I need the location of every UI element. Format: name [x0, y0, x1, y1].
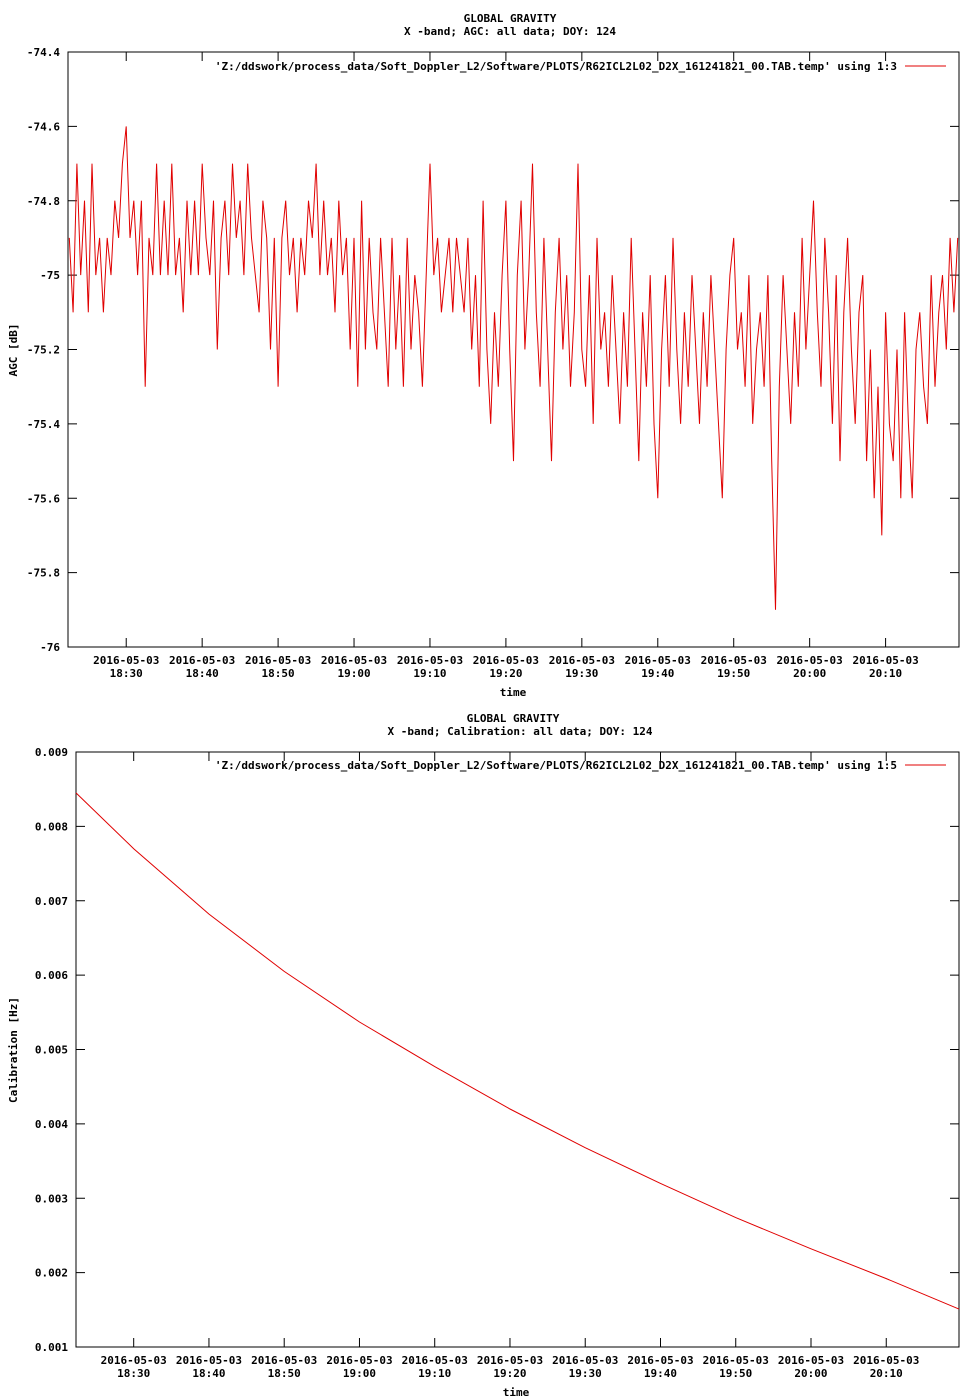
agc-x-tick-time: 18:40 — [186, 667, 219, 680]
agc-y-tick-label: -74.4 — [27, 46, 60, 59]
calibration-y-tick-label: 0.006 — [35, 969, 68, 982]
agc-x-tick-date: 2016-05-03 — [169, 654, 235, 667]
agc-y-tick-label: -75.8 — [27, 567, 60, 580]
calibration-y-tick-label: 0.007 — [35, 895, 68, 908]
calibration-x-tick-date: 2016-05-03 — [176, 1354, 242, 1367]
calibration-y-tick-label: 0.001 — [35, 1341, 68, 1354]
calibration-y-tick-label: 0.008 — [35, 820, 68, 833]
agc-x-tick-time: 19:30 — [565, 667, 598, 680]
calibration-y-tick-label: 0.004 — [35, 1118, 68, 1131]
agc-x-tick-time: 19:50 — [717, 667, 750, 680]
calibration-x-tick-date: 2016-05-03 — [477, 1354, 543, 1367]
calibration-x-tick-time: 18:40 — [192, 1367, 225, 1380]
calibration-plot-frame — [75, 751, 960, 1348]
agc-x-tick-date: 2016-05-03 — [549, 654, 615, 667]
agc-x-tick-time: 19:00 — [337, 667, 370, 680]
agc-chart-title: GLOBAL GRAVITY — [464, 12, 557, 25]
calibration-x-tick-date: 2016-05-03 — [101, 1354, 167, 1367]
agc-x-tick-date: 2016-05-03 — [852, 654, 918, 667]
calibration-x-tick-time: 19:20 — [493, 1367, 526, 1380]
agc-x-tick-time: 19:10 — [413, 667, 446, 680]
agc-y-tick-label: -75 — [40, 269, 60, 282]
agc-x-ticks: 2016-05-0318:302016-05-0318:402016-05-03… — [93, 52, 919, 680]
calibration-x-axis-label: time — [503, 1386, 530, 1399]
calibration-x-tick-time: 20:10 — [870, 1367, 903, 1380]
agc-y-tick-label: -75.4 — [27, 418, 60, 431]
calibration-x-tick-date: 2016-05-03 — [326, 1354, 392, 1367]
calibration-x-tick-time: 20:00 — [794, 1367, 827, 1380]
calibration-x-tick-time: 18:50 — [268, 1367, 301, 1380]
agc-y-axis-label: AGC [dB] — [7, 324, 20, 377]
agc-y-tick-label: -75.2 — [27, 344, 60, 357]
agc-x-tick-time: 19:40 — [641, 667, 674, 680]
calibration-x-ticks: 2016-05-0318:302016-05-0318:402016-05-03… — [101, 752, 919, 1380]
agc-x-tick-date: 2016-05-03 — [245, 654, 311, 667]
agc-x-tick-date: 2016-05-03 — [625, 654, 691, 667]
calibration-chart: GLOBAL GRAVITY X -band; Calibration: all… — [7, 712, 960, 1399]
agc-x-tick-time: 18:30 — [110, 667, 143, 680]
agc-chart-subtitle: X -band; AGC: all data; DOY: 124 — [404, 25, 616, 38]
agc-y-tick-label: -75.6 — [27, 492, 60, 505]
agc-series-line — [68, 126, 959, 610]
calibration-chart-title: GLOBAL GRAVITY — [467, 712, 560, 725]
agc-x-tick-time: 20:00 — [793, 667, 826, 680]
calibration-y-ticks: 0.009 0.008 0.007 0.006 0.005 0.004 0.003 0.002… — [35, 746, 959, 1354]
agc-plot-frame — [67, 51, 960, 648]
calibration-series-group — [75, 792, 960, 1310]
calibration-x-tick-date: 2016-05-03 — [703, 1354, 769, 1367]
calibration-series-line — [75, 792, 960, 1310]
agc-y-tick-label: -74.6 — [27, 120, 60, 133]
calibration-chart-subtitle: X -band; Calibration: all data; DOY: 124 — [388, 725, 653, 738]
calibration-x-tick-date: 2016-05-03 — [552, 1354, 618, 1367]
agc-x-tick-time: 19:20 — [489, 667, 522, 680]
agc-x-tick-date: 2016-05-03 — [321, 654, 387, 667]
calibration-x-tick-time: 19:00 — [343, 1367, 376, 1380]
agc-x-tick-time: 20:10 — [869, 667, 902, 680]
calibration-y-tick-label: 0.005 — [35, 1044, 68, 1057]
calibration-y-tick-label: 0.002 — [35, 1267, 68, 1280]
calibration-y-axis-label: Calibration [Hz] — [7, 997, 20, 1103]
agc-series-group — [68, 126, 959, 610]
calibration-x-tick-time: 19:40 — [644, 1367, 677, 1380]
agc-y-tick-label: -76 — [40, 641, 60, 654]
calibration-x-tick-time: 19:50 — [719, 1367, 752, 1380]
calibration-x-tick-date: 2016-05-03 — [778, 1354, 844, 1367]
agc-x-tick-date: 2016-05-03 — [473, 654, 539, 667]
calibration-x-tick-date: 2016-05-03 — [251, 1354, 317, 1367]
agc-x-tick-date: 2016-05-03 — [397, 654, 463, 667]
agc-x-tick-date: 2016-05-03 — [701, 654, 767, 667]
calibration-x-tick-date: 2016-05-03 — [402, 1354, 468, 1367]
calibration-x-tick-time: 19:30 — [569, 1367, 602, 1380]
agc-y-ticks: -74.4 -74.6 -74.8 -75 -75.2 -75.4 -75.6 -75.8 -7… — [27, 46, 959, 654]
calibration-legend-label: 'Z:/ddswork/process_data/Soft_Doppler_L2… — [215, 759, 897, 772]
calibration-y-tick-label: 0.009 — [35, 746, 68, 759]
calibration-x-tick-date: 2016-05-03 — [627, 1354, 693, 1367]
agc-x-tick-date: 2016-05-03 — [777, 654, 843, 667]
calibration-x-tick-time: 18:30 — [117, 1367, 150, 1380]
agc-x-tick-time: 18:50 — [262, 667, 295, 680]
agc-chart: GLOBAL GRAVITY X -band; AGC: all data; D… — [7, 12, 960, 699]
agc-x-axis-label: time — [500, 686, 527, 699]
agc-x-tick-date: 2016-05-03 — [93, 654, 159, 667]
calibration-x-tick-date: 2016-05-03 — [853, 1354, 919, 1367]
calibration-y-tick-label: 0.003 — [35, 1192, 68, 1205]
agc-legend-label: 'Z:/ddswork/process_data/Soft_Doppler_L2… — [215, 60, 897, 73]
calibration-x-tick-time: 19:10 — [418, 1367, 451, 1380]
agc-y-tick-label: -74.8 — [27, 195, 60, 208]
